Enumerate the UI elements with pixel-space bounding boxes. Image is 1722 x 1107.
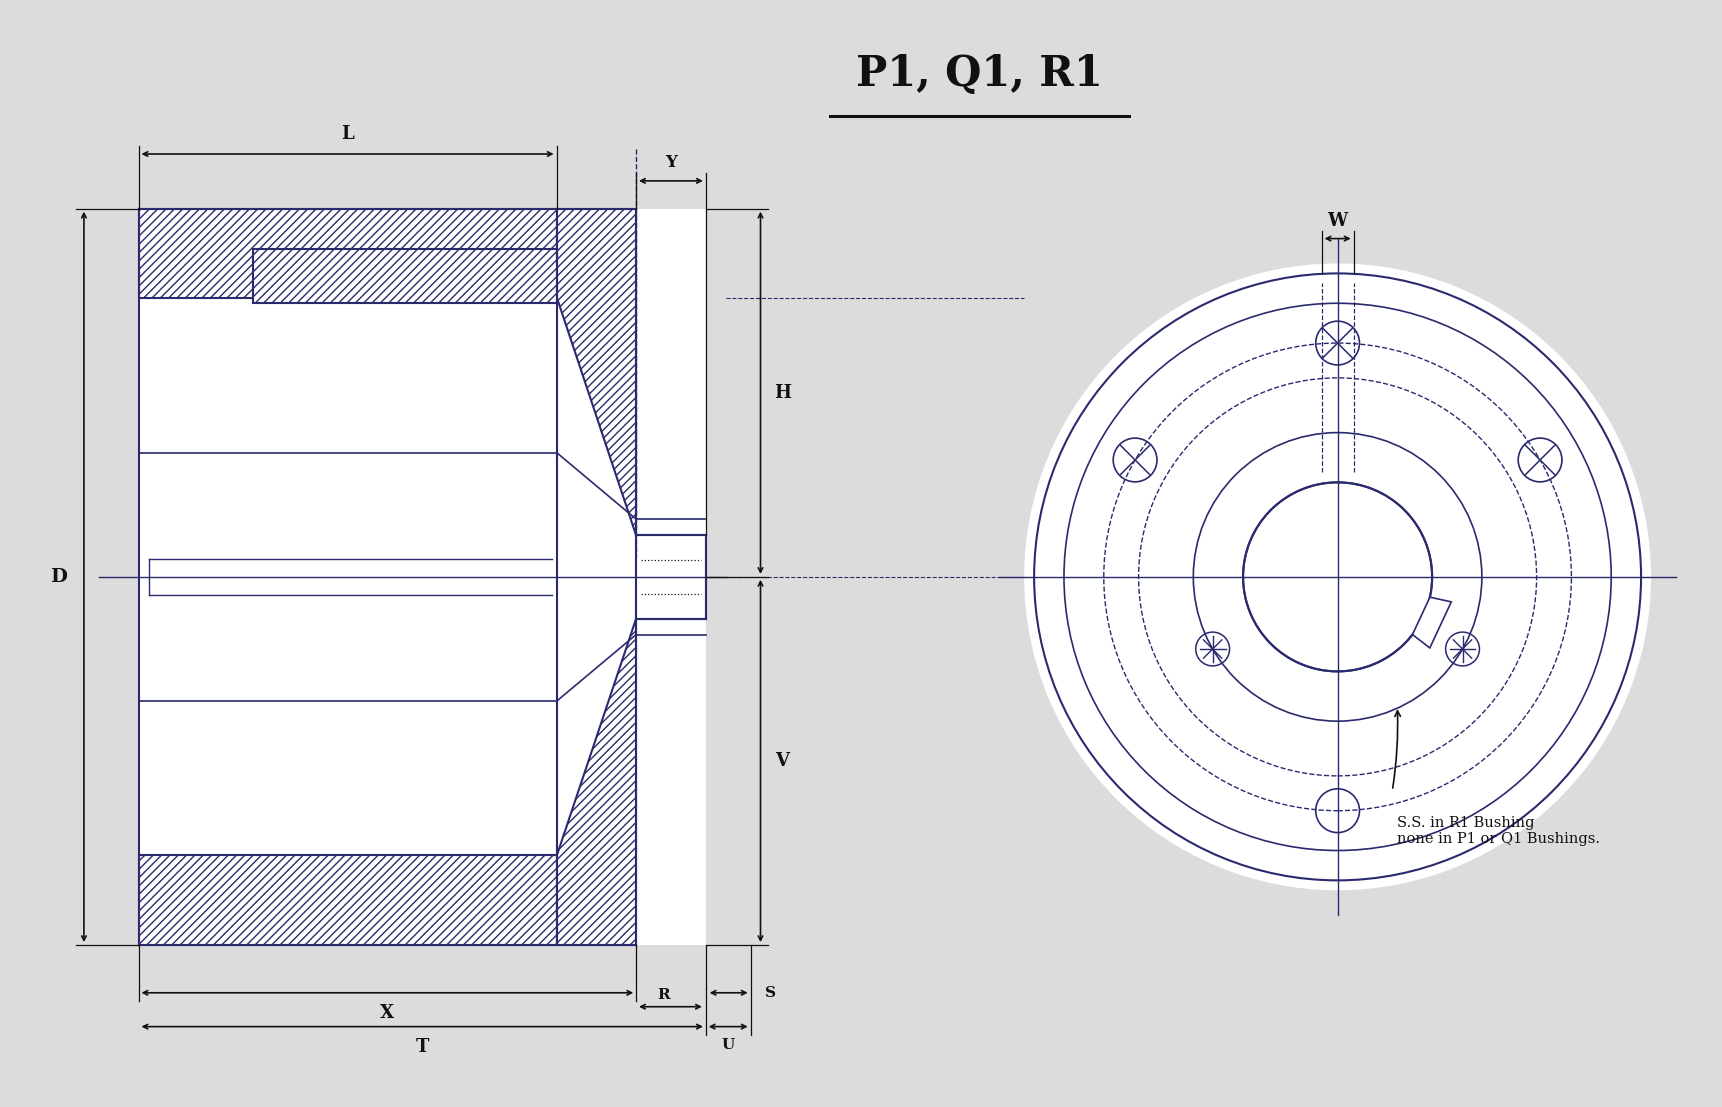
Text: R: R <box>658 987 670 1002</box>
Text: W: W <box>1328 211 1348 229</box>
Bar <box>139 209 706 945</box>
Text: D: D <box>50 568 67 586</box>
Circle shape <box>1025 263 1651 890</box>
Bar <box>635 535 706 619</box>
Polygon shape <box>139 856 556 945</box>
Text: X: X <box>381 1004 394 1022</box>
Text: Y: Y <box>665 155 677 172</box>
Text: H: H <box>773 384 790 402</box>
Text: P1, Q1, R1: P1, Q1, R1 <box>856 53 1102 95</box>
Text: U: U <box>722 1037 735 1052</box>
Text: S: S <box>766 986 777 1000</box>
Polygon shape <box>556 209 635 535</box>
Polygon shape <box>1412 597 1452 648</box>
Bar <box>253 249 556 303</box>
Polygon shape <box>139 209 556 298</box>
Text: V: V <box>775 752 789 770</box>
Text: T: T <box>415 1037 429 1055</box>
Text: L: L <box>341 125 355 143</box>
Text: S.S. in R1 Bushing
none in P1 or Q1 Bushings.: S.S. in R1 Bushing none in P1 or Q1 Bush… <box>1397 816 1600 846</box>
Polygon shape <box>556 619 635 945</box>
